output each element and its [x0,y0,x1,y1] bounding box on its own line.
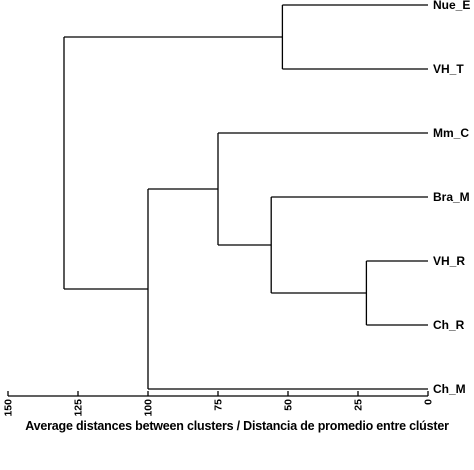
x-tick-label: 125 [73,399,85,417]
dendrogram-branches [63,4,428,390]
x-tick-label: 50 [283,399,295,411]
leaf-label: Nue_E [433,0,470,12]
leaf-label: VH_T [433,62,464,76]
leaf-labels: Nue_E VH_T Mm_C Bra_M VH_R Ch_R Ch_M [433,0,470,396]
leaf-label: VH_R [433,254,465,268]
leaf-label: Bra_M [433,190,470,204]
leaf-label: Ch_R [433,318,465,332]
x-tick-label: 0 [423,399,435,405]
x-tick-label: 100 [143,399,155,417]
x-tick-label: 150 [3,399,15,417]
dendrogram: Nue_E VH_T Mm_C Bra_M VH_R Ch_R Ch_M 150 125 100… [3,0,471,417]
x-tick-label: 25 [353,399,365,411]
x-axis: 150 125 100 75 50 25 0 [3,391,435,417]
x-tick-label: 75 [213,399,225,411]
x-axis-title: Average distances between clusters / Dis… [25,419,449,433]
leaf-label: Mm_C [433,126,469,140]
leaf-label: Ch_M [433,382,466,396]
